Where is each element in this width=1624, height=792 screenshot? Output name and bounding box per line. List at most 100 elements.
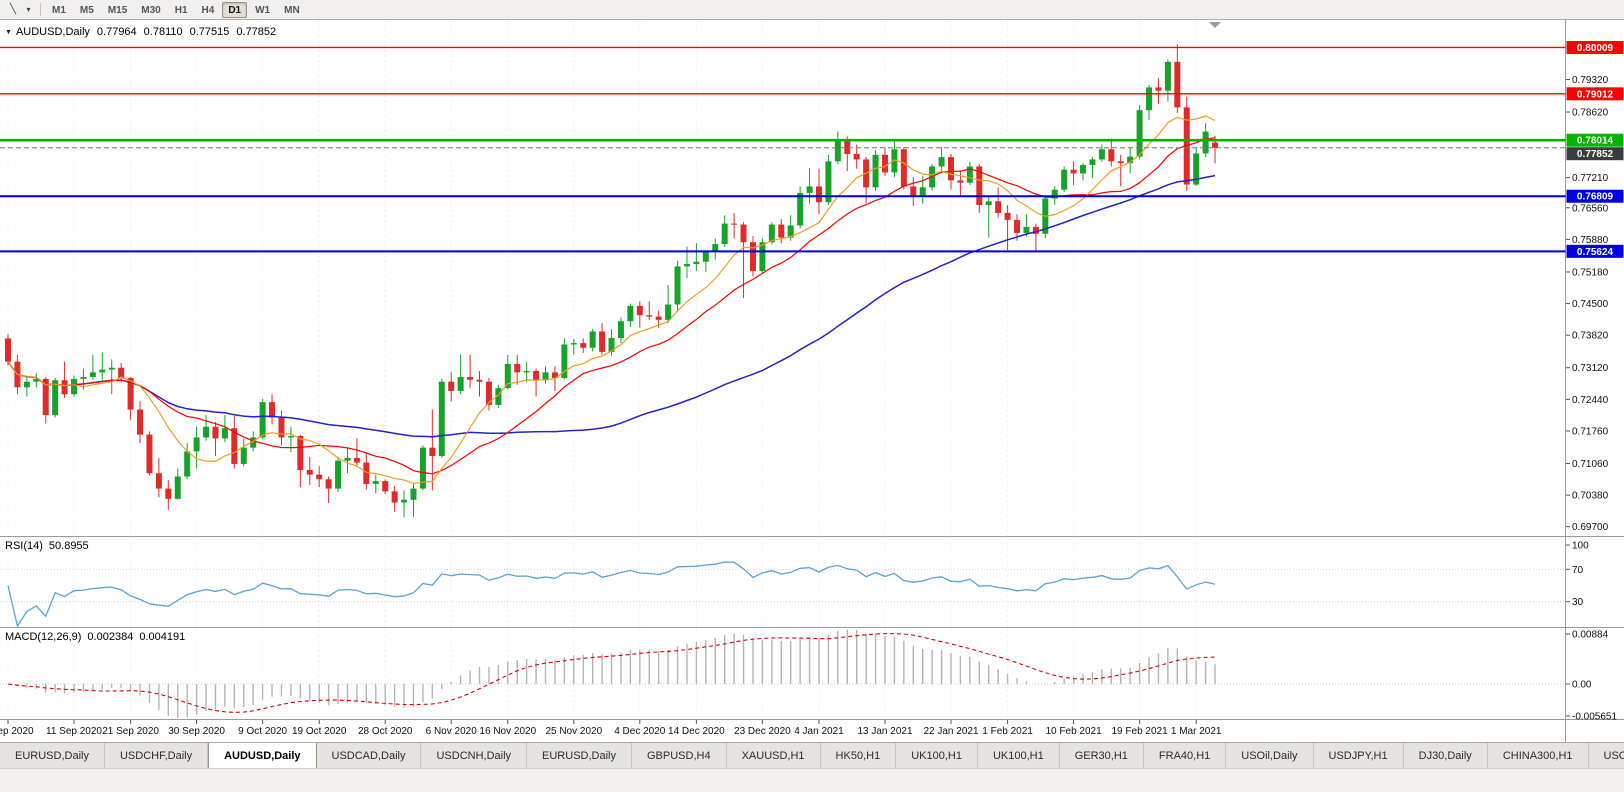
candle-body (570, 343, 577, 345)
chart-tab-uk100-h1[interactable]: UK100,H1 (977, 743, 1060, 768)
chart-tab-usoil[interactable]: USOil, (1588, 743, 1624, 768)
timeframe-button-d1[interactable]: D1 (222, 1, 248, 18)
candle-body (938, 157, 945, 167)
candle-body (948, 157, 954, 181)
candle-body (646, 315, 653, 317)
candle-body (448, 381, 455, 391)
candle-body (165, 488, 172, 499)
window-collapse-icon: ▼ (5, 29, 12, 36)
price-tag[interactable]: 0.75624 (1566, 244, 1624, 258)
candle-body (693, 261, 700, 265)
chart-tab-usdchf-daily[interactable]: USDCHF,Daily (104, 743, 209, 768)
date-label: 1 Mar 2021 (1171, 726, 1222, 737)
candle-body (957, 180, 964, 183)
chart-tab-gbpusd-h4[interactable]: GBPUSD,H4 (632, 743, 727, 768)
candle-body (533, 370, 540, 381)
candle-body (881, 154, 888, 173)
candle-body (1032, 226, 1039, 234)
candle-body (834, 140, 841, 162)
chart-canvas[interactable]: 0.80009 0.79012 0.78014 0.77852 0.76809 0.756… (0, 20, 1624, 742)
chart-region[interactable]: 0.80009 0.79012 0.78014 0.77852 0.76809 0.756… (0, 20, 1624, 742)
timeframe-button-w1[interactable]: W1 (255, 4, 271, 16)
price-tag[interactable]: 0.77852 (1566, 147, 1624, 161)
candle-body (806, 186, 813, 193)
chart-tab-china300-h1[interactable]: CHINA300,H1 (1487, 743, 1589, 768)
date-label: 2 Sep 2020 (0, 726, 34, 737)
candle-body (1023, 226, 1030, 233)
candle-body (966, 166, 973, 183)
ohlc-close: 0.77852 (236, 26, 277, 38)
status-strip (0, 768, 1624, 792)
date-label: 16 Nov 2020 (479, 726, 536, 737)
candle-body (250, 437, 257, 448)
candle-body (438, 381, 445, 457)
macd-value-signal: 0.004191 (139, 631, 186, 643)
timeframe-button-m15[interactable]: M15 (107, 4, 128, 16)
candle-body (287, 436, 294, 438)
chart-tab-uk100-h1[interactable]: UK100,H1 (896, 743, 978, 768)
time-scale[interactable] (0, 720, 1565, 742)
ma-mid-line (7, 137, 1216, 475)
price-scale[interactable] (1566, 20, 1624, 742)
price-tag[interactable]: 0.78014 (1566, 133, 1624, 147)
candle-body (1061, 169, 1068, 190)
line-tool-button[interactable]: ╲ (4, 2, 22, 18)
candle-body (212, 426, 219, 439)
timeframe-button-mn[interactable]: MN (284, 4, 300, 16)
candle-body (1127, 156, 1134, 164)
price-tag[interactable]: 0.76809 (1566, 189, 1624, 203)
chart-tab-ger30-h1[interactable]: GER30,H1 (1059, 743, 1144, 768)
chart-tab-dj30-daily[interactable]: DJ30,Daily (1403, 743, 1488, 768)
date-label: 30 Sep 2020 (168, 726, 225, 737)
candle-body (344, 457, 351, 461)
candle-body (608, 337, 615, 352)
chart-tabbar: EURUSD,Daily USDCHF,Daily AUDUSD,Daily USDC… (0, 742, 1624, 768)
price-scale-label: 0.69700 (1572, 522, 1609, 533)
timeframe-button-m30[interactable]: M30 (141, 4, 161, 16)
candle-body (193, 437, 200, 452)
candle-body (118, 367, 125, 378)
candle-body (269, 402, 276, 418)
chart-tab-xauusd-h1[interactable]: XAUUSD,H1 (726, 743, 821, 768)
candle-body (325, 479, 332, 489)
price-tag[interactable]: 0.79012 (1566, 87, 1624, 101)
chart-tab-eurusd-daily[interactable]: EURUSD,Daily (527, 743, 632, 768)
line-tool-icon: ╲ (9, 4, 17, 15)
price-scale-label: 0.77210 (1572, 173, 1609, 184)
candle-body (759, 242, 766, 272)
chart-tab-usoil-daily[interactable]: USOil,Daily (1226, 743, 1314, 768)
svg-text:0.78014: 0.78014 (1577, 136, 1614, 147)
candle-body (5, 338, 11, 362)
chart-tab-fra40-h1[interactable]: FRA40,H1 (1143, 743, 1227, 768)
candle-body (221, 428, 228, 439)
timeframe-button-h4[interactable]: H4 (201, 4, 215, 16)
candle-body (495, 388, 502, 405)
candle-body (599, 331, 606, 352)
timeframe-button-m1[interactable]: M1 (52, 4, 66, 16)
price-tag[interactable]: 0.80009 (1566, 40, 1624, 54)
line-tool-dropdown[interactable]: ▾ (23, 2, 34, 18)
chart-tab-audusd-daily[interactable]: AUDUSD,Daily (208, 743, 317, 768)
candle-body (71, 378, 78, 395)
candle-body (985, 201, 992, 206)
timeframe-button-h1[interactable]: H1 (174, 4, 188, 16)
candle-body (1108, 149, 1115, 162)
candle-body (872, 154, 879, 188)
candle-body (1051, 189, 1058, 199)
timeframe-button-m5[interactable]: M5 (79, 4, 94, 16)
candle-body (410, 488, 417, 500)
chart-tab-hk50-h1[interactable]: HK50,H1 (820, 743, 897, 768)
svg-text:0.80009: 0.80009 (1577, 43, 1614, 54)
symbol-label: AUDUSD,Daily (15, 26, 90, 38)
chart-tab-usdjpy-h1[interactable]: USDJPY,H1 (1313, 743, 1404, 768)
candle-body (891, 149, 898, 173)
candle-body (976, 166, 983, 206)
candles (5, 44, 1219, 518)
chart-tab-usdcnh-daily[interactable]: USDCNH,Daily (421, 743, 528, 768)
candle-body (23, 381, 30, 388)
rsi-pane-label: RSI(14) 50.8955 (5, 540, 95, 552)
ma-slow-line (7, 174, 1216, 438)
chart-tab-usdcad-daily[interactable]: USDCAD,Daily (316, 743, 422, 768)
chart-tab-eurusd-daily[interactable]: EURUSD,Daily (0, 743, 105, 768)
candle-body (514, 364, 521, 373)
